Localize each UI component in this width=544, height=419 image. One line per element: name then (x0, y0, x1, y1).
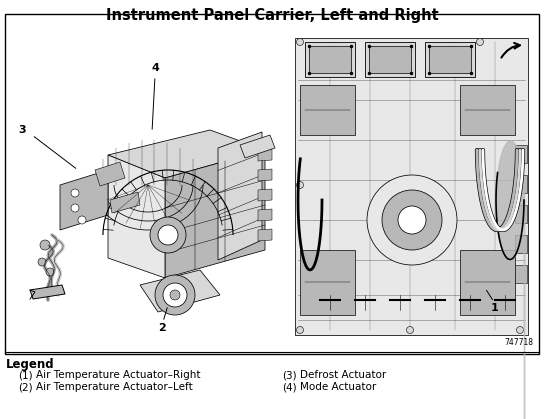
Circle shape (71, 204, 79, 212)
Text: Air Temperature Actuator–Right: Air Temperature Actuator–Right (36, 370, 201, 380)
Text: Defrost Actuator: Defrost Actuator (300, 370, 386, 380)
Text: 747718: 747718 (504, 338, 533, 347)
Circle shape (46, 268, 54, 276)
Polygon shape (258, 149, 272, 161)
Bar (5, 14, 539, 354)
Circle shape (296, 181, 304, 189)
Bar (300, 85, 355, 135)
Circle shape (150, 217, 186, 253)
Text: Legend: Legend (6, 358, 54, 371)
Circle shape (382, 190, 442, 250)
Bar (305, 42, 355, 77)
Polygon shape (165, 150, 265, 278)
Polygon shape (95, 162, 125, 186)
Circle shape (78, 216, 86, 224)
Text: (1): (1) (18, 370, 33, 380)
Text: (4): (4) (282, 382, 296, 392)
Text: (3): (3) (282, 370, 296, 380)
Text: 4: 4 (151, 63, 159, 73)
Circle shape (406, 326, 413, 334)
Bar (429, 46, 471, 73)
Bar (365, 42, 415, 77)
Circle shape (516, 326, 523, 334)
Text: Air Temperature Actuator–Left: Air Temperature Actuator–Left (36, 382, 193, 392)
Circle shape (296, 39, 304, 46)
Text: 3: 3 (18, 125, 26, 135)
Circle shape (158, 225, 178, 245)
Text: (2): (2) (18, 382, 33, 392)
Polygon shape (110, 192, 140, 213)
Bar (460, 250, 515, 315)
Bar (425, 42, 475, 77)
Circle shape (516, 181, 523, 189)
Bar (309, 46, 351, 73)
Circle shape (163, 283, 187, 307)
Circle shape (38, 258, 46, 266)
Text: 1: 1 (491, 303, 499, 313)
Bar (515, 235, 527, 253)
Text: 2: 2 (158, 323, 166, 333)
Polygon shape (258, 169, 272, 181)
Polygon shape (140, 270, 220, 312)
Bar (460, 85, 515, 135)
Text: Instrument Panel Carrier, Left and Right: Instrument Panel Carrier, Left and Right (106, 8, 438, 23)
Bar (515, 265, 527, 283)
Bar (515, 145, 527, 163)
Circle shape (71, 189, 79, 197)
Polygon shape (108, 155, 165, 278)
Polygon shape (258, 189, 272, 201)
Polygon shape (218, 132, 262, 260)
Circle shape (398, 206, 426, 234)
Polygon shape (30, 285, 65, 299)
Polygon shape (295, 38, 528, 335)
Circle shape (296, 326, 304, 334)
Circle shape (170, 290, 180, 300)
Polygon shape (240, 135, 275, 158)
Polygon shape (258, 209, 272, 221)
Bar (369, 46, 411, 73)
Bar (515, 175, 527, 193)
Bar (515, 205, 527, 223)
Bar (300, 250, 355, 315)
Circle shape (367, 175, 457, 265)
Polygon shape (108, 130, 265, 178)
Polygon shape (60, 170, 108, 230)
Polygon shape (258, 229, 272, 241)
Circle shape (155, 275, 195, 315)
Circle shape (477, 39, 484, 46)
Circle shape (40, 240, 50, 250)
Text: Mode Actuator: Mode Actuator (300, 382, 376, 392)
